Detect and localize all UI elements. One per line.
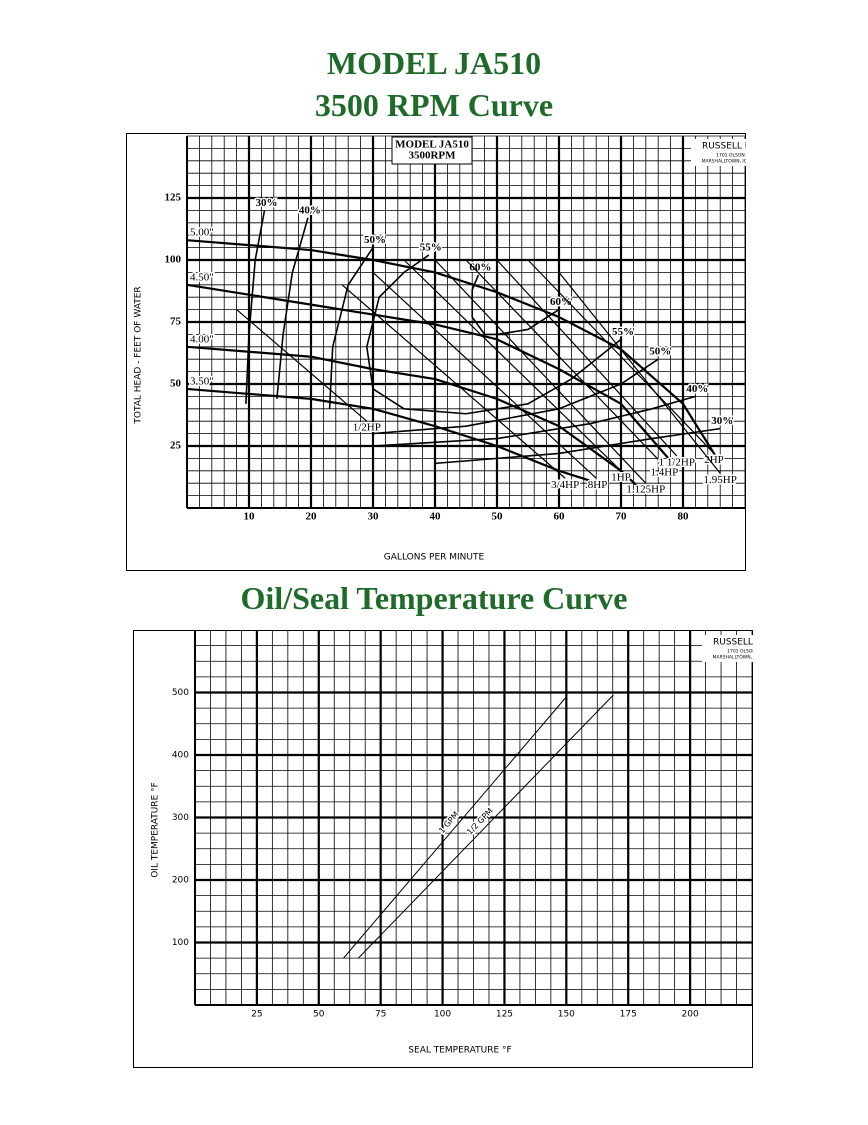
power-curve: [558, 272, 721, 474]
curve-label: 1/2HP: [353, 422, 381, 434]
company-street: 1701 OLSON WAY: [727, 649, 753, 655]
x-tick-label: 40: [430, 511, 442, 523]
curve-label: 5.00": [190, 227, 214, 239]
company-block: RUSSELL PUMP1701 OLSON WAYMARSHALLTOWN, …: [713, 638, 753, 661]
efficiency-curve: [245, 210, 266, 404]
x-tick-label: 175: [620, 1010, 637, 1020]
curve-label: 40%: [686, 383, 708, 395]
y-tick-label: 100: [172, 938, 189, 948]
x-tick-label: 10: [244, 511, 256, 523]
chart-frame: [126, 133, 746, 571]
company-name: RUSSELL PUMP: [713, 638, 753, 648]
x-tick-label: 25: [251, 1010, 262, 1020]
y-tick-label: 25: [170, 440, 182, 452]
curve-label: 40%: [299, 204, 321, 216]
x-tick-label: 150: [558, 1010, 575, 1020]
company-city: MARSHALLTOWN, IOWA 50158: [713, 655, 753, 661]
curve-label: 30%: [256, 197, 278, 209]
power-curve: [496, 259, 678, 457]
power-curve: [403, 259, 622, 472]
efficiency-curve: [372, 358, 659, 435]
curve-label: 60%: [469, 261, 491, 273]
curve-label: 60%: [550, 296, 572, 308]
curve-label: 55%: [420, 242, 442, 254]
curve-label: 30%: [711, 415, 733, 427]
page-title: MODEL JA510: [326, 45, 542, 81]
power-curve: [527, 259, 715, 454]
power-curve: [434, 259, 647, 484]
efficiency-curve: [366, 254, 467, 415]
company-name: RUSSELL PUMP: [702, 142, 746, 152]
x-axis-label: GALLONS PER MINUTE: [384, 553, 485, 563]
curve-label: 3.50": [190, 375, 214, 387]
impeller-curve: [186, 345, 641, 489]
curve-label: 4.00": [190, 333, 214, 345]
section-title: Oil/Seal Temperature Curve: [240, 580, 628, 616]
x-tick-label: 100: [434, 1010, 451, 1020]
company-city: MARSHALLTOWN, IOWA 50158: [702, 159, 746, 165]
curve-label: 4.50": [190, 271, 214, 283]
x-tick-label: 60: [554, 511, 566, 523]
y-tick-label: 200: [172, 876, 189, 886]
efficiency-curve: [328, 247, 374, 409]
page-subtitle: 3500 RPM Curve: [314, 87, 554, 123]
efficiency-curve: [471, 274, 510, 336]
y-tick-label: 75: [170, 316, 182, 328]
curve-label: 1 GPM: [437, 810, 460, 835]
y-tick-label: 50: [170, 378, 182, 390]
impeller-curve: [186, 283, 672, 462]
company-background: [702, 635, 753, 662]
x-tick-label: 20: [306, 511, 318, 523]
x-axis-label: SEAL TEMPERATURE °F: [408, 1046, 511, 1056]
curve-label: 1HP: [611, 471, 631, 483]
x-tick-label: 50: [492, 511, 504, 523]
curve-label: 55%: [612, 326, 634, 338]
curve-label: .8HP: [585, 479, 607, 491]
power-curve: [372, 271, 597, 479]
impeller-curve: [186, 387, 591, 482]
temperature-line: [358, 694, 614, 959]
chart: 10 20 30 40 50 60 70 80 25 50 75 100 125 TOTAL HEAD -…: [126, 133, 746, 571]
x-tick-label: 30: [368, 511, 380, 523]
efficiency-curve: [276, 217, 309, 399]
company-block: RUSSELL PUMP1701 OLSON WAYMARSHALLTOWN, …: [702, 142, 746, 165]
curve-label: 3/4HP: [551, 479, 579, 491]
y-tick-label: 100: [165, 254, 182, 266]
curve-label: 1.95HP: [704, 474, 737, 486]
chart-title-box: [391, 136, 473, 165]
chart-title: MODEL JA510: [395, 139, 469, 151]
x-tick-label: 75: [375, 1010, 386, 1020]
impeller-curve: [186, 239, 722, 464]
x-tick-label: 80: [678, 511, 690, 523]
y-tick-label: 500: [172, 688, 189, 698]
y-tick-label: 125: [165, 192, 182, 204]
company-background: [691, 139, 746, 166]
chart-subtitle: 3500RPM: [408, 150, 456, 162]
curve-label: 2HP: [704, 454, 724, 466]
efficiency-curve: [434, 427, 721, 465]
efficiency-curve: [465, 338, 622, 415]
curve-label: 1.4HP: [650, 466, 678, 478]
temperature-line: [343, 696, 567, 959]
y-axis-label: TOTAL HEAD - FEET OF WATER: [134, 286, 144, 424]
curve-label: 50%: [364, 234, 386, 246]
power-curve: [465, 259, 665, 467]
power-curve: [341, 284, 566, 479]
y-tick-label: 300: [172, 813, 189, 823]
x-tick-label: 200: [682, 1010, 699, 1020]
x-tick-label: 125: [496, 1010, 513, 1020]
chart: 25 50 75 100 125 150 175 200 100 200 300 400 500 OIL …: [133, 630, 753, 1068]
company-street: 1701 OLSON WAY: [716, 153, 746, 159]
x-tick-label: 70: [616, 511, 628, 523]
curve-label: 1 1/2HP: [659, 456, 695, 468]
y-tick-label: 400: [172, 751, 189, 761]
y-axis-label: OIL TEMPERATURE °F: [151, 782, 161, 878]
power-curve: [236, 309, 368, 422]
curve-label: 1.125HP: [626, 484, 665, 496]
x-tick-label: 50: [313, 1010, 325, 1020]
curve-label: 50%: [649, 346, 671, 358]
